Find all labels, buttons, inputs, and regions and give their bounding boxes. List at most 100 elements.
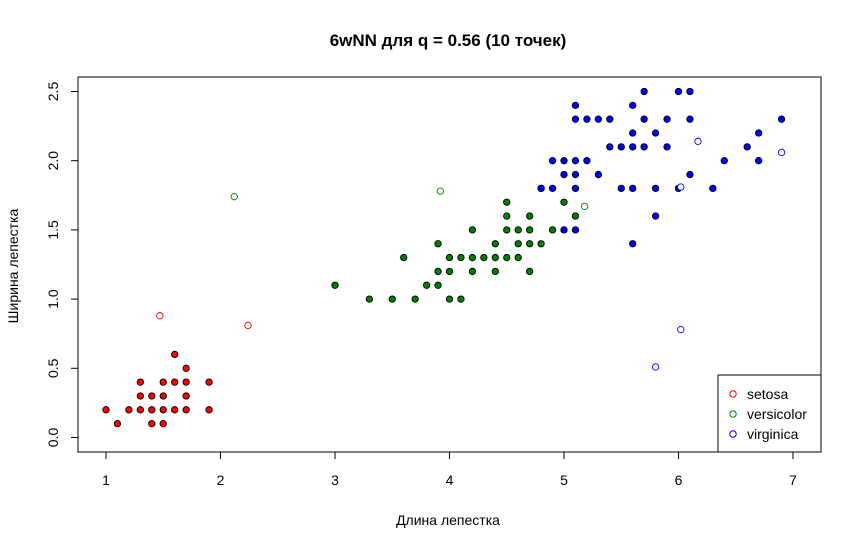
- data-point-virginica: [640, 87, 648, 96]
- legend-marker-virginica: [729, 430, 737, 438]
- data-point-virginica: [571, 115, 580, 123]
- data-point-virginica: [629, 240, 637, 248]
- data-point-virginica: [686, 170, 694, 179]
- data-point-virginica: [629, 101, 637, 109]
- data-point-virginica: [629, 143, 637, 151]
- data-point-virginica: [571, 226, 580, 234]
- data-point-versicolor: [445, 267, 454, 276]
- data-point-versicolor: [445, 253, 454, 262]
- data-point-virginica: [677, 183, 685, 191]
- data-point-virginica: [674, 87, 683, 96]
- data-point-setosa: [171, 406, 179, 414]
- data-point-setosa: [182, 364, 190, 372]
- data-point-versicolor: [388, 295, 396, 303]
- data-point-virginica: [548, 157, 557, 165]
- data-point-virginica: [755, 129, 763, 137]
- data-point-virginica: [694, 137, 702, 145]
- data-point-setosa: [148, 392, 156, 400]
- data-point-setosa: [244, 321, 252, 330]
- data-point-versicolor: [491, 253, 499, 262]
- data-point-setosa: [159, 420, 167, 428]
- data-point-setosa: [113, 420, 122, 428]
- data-point-virginica: [651, 212, 660, 220]
- data-point-virginica: [571, 170, 580, 179]
- data-point-setosa: [125, 406, 133, 414]
- data-point-virginica: [606, 115, 614, 123]
- data-point-virginica: [617, 143, 625, 151]
- data-point-setosa: [102, 406, 110, 414]
- data-point-versicolor: [400, 253, 408, 262]
- data-point-virginica: [583, 157, 591, 165]
- data-point-virginica: [663, 115, 671, 123]
- data-point-versicolor: [434, 267, 442, 276]
- x-tick-label: 4: [446, 472, 454, 488]
- data-point-versicolor: [514, 240, 522, 248]
- data-point-virginica: [583, 115, 591, 123]
- data-point-virginica: [777, 148, 786, 157]
- data-point-virginica: [629, 129, 637, 137]
- data-point-virginica: [651, 184, 660, 193]
- data-point-versicolor: [491, 267, 499, 276]
- x-tick-label: 6: [675, 472, 683, 488]
- data-point-versicolor: [526, 212, 534, 220]
- data-point-virginica: [663, 143, 671, 151]
- data-point-setosa: [171, 378, 179, 386]
- data-point-versicolor: [514, 253, 522, 262]
- data-point-virginica: [651, 129, 660, 137]
- data-point-versicolor: [468, 253, 477, 262]
- data-point-versicolor: [331, 281, 339, 289]
- data-point-virginica: [560, 170, 568, 179]
- legend-marker-versicolor: [729, 410, 737, 418]
- y-axis-label: Ширина лепестка: [5, 208, 21, 323]
- data-point-setosa: [171, 350, 179, 359]
- data-point-setosa: [159, 378, 167, 386]
- data-point-setosa: [148, 406, 156, 414]
- data-point-setosa: [205, 378, 213, 386]
- data-point-versicolor: [468, 267, 477, 276]
- data-point-versicolor: [503, 212, 511, 220]
- x-tick-label: 2: [217, 472, 225, 488]
- data-point-setosa: [156, 312, 164, 320]
- data-point-versicolor: [436, 187, 444, 195]
- data-point-versicolor: [580, 202, 589, 211]
- data-point-versicolor: [445, 295, 454, 303]
- data-point-virginica: [537, 184, 545, 193]
- data-point-virginica: [571, 157, 580, 165]
- y-tick-label: 1.5: [45, 220, 61, 240]
- chart-title: 6wNN для q = 0.56 (10 точек): [330, 31, 567, 50]
- data-point-versicolor: [434, 281, 442, 289]
- data-point-versicolor: [526, 240, 534, 248]
- data-point-setosa: [182, 378, 190, 386]
- data-point-virginica: [571, 184, 580, 193]
- data-point-setosa: [182, 406, 190, 414]
- data-point-versicolor: [537, 240, 545, 248]
- legend-marker-setosa: [729, 390, 737, 398]
- data-point-virginica: [571, 101, 580, 109]
- x-axis-label: Длина лепестка: [396, 512, 500, 528]
- data-point-virginica: [560, 157, 568, 165]
- x-tick-label: 7: [789, 472, 797, 488]
- data-point-setosa: [136, 392, 145, 400]
- data-point-virginica: [606, 143, 614, 151]
- data-point-versicolor: [468, 226, 477, 234]
- y-tick-label: 0.5: [45, 358, 61, 378]
- data-point-virginica: [640, 143, 648, 151]
- data-point-virginica: [594, 115, 602, 123]
- data-point-versicolor: [480, 253, 488, 262]
- data-point-versicolor: [422, 281, 431, 289]
- legend-label-versicolor: versicolor: [747, 406, 807, 422]
- data-point-virginica: [755, 157, 763, 165]
- data-point-versicolor: [503, 198, 511, 206]
- data-point-setosa: [205, 406, 213, 414]
- data-point-versicolor: [457, 253, 465, 262]
- data-point-versicolor: [503, 253, 511, 262]
- data-point-virginica: [548, 184, 557, 193]
- data-point-virginica: [777, 115, 786, 123]
- data-point-versicolor: [411, 295, 419, 303]
- data-point-versicolor: [526, 226, 534, 234]
- data-point-virginica: [640, 115, 648, 123]
- data-point-setosa: [148, 420, 156, 428]
- y-tick-label: 2.0: [45, 151, 61, 171]
- x-tick-label: 1: [102, 472, 110, 488]
